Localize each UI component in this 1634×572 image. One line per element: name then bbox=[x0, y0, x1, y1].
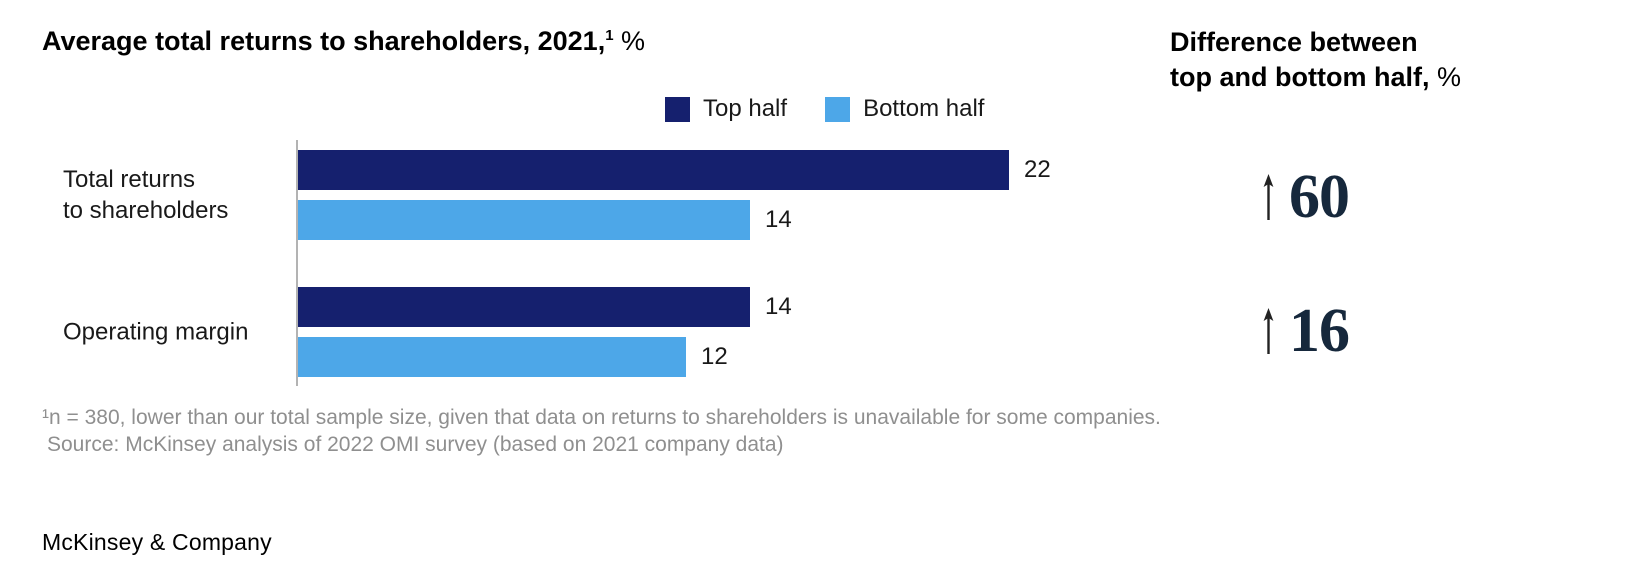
difference-value: 60 bbox=[1289, 163, 1350, 231]
mckinsey-wordmark: McKinsey & Company bbox=[42, 529, 272, 555]
bar-top-half-group1 bbox=[298, 150, 1009, 190]
difference-stat: 16 bbox=[1262, 297, 1350, 365]
difference-title-line1: Difference between bbox=[1170, 27, 1418, 57]
title-footnote-marker: 1 bbox=[605, 27, 614, 44]
difference-title-line2: top and bottom half, bbox=[1170, 62, 1430, 92]
title-unit: % bbox=[613, 26, 646, 56]
category-label: Total returns to shareholders bbox=[63, 166, 229, 224]
page-title: Average total returns to shareholders, 2… bbox=[42, 26, 645, 57]
legend-swatch-icon bbox=[665, 96, 690, 122]
bar-top-half-group2 bbox=[298, 287, 750, 327]
bar-value-label: 12 bbox=[701, 343, 728, 370]
legend-swatch-icon bbox=[825, 96, 851, 122]
difference-title: Difference between top and bottom half, … bbox=[1170, 25, 1461, 95]
legend-item-bottom-half: Bottom half bbox=[825, 95, 984, 123]
legend-label: Bottom half bbox=[863, 95, 985, 122]
title-text: Average total returns to shareholders, 2… bbox=[42, 26, 606, 56]
up-arrow-icon bbox=[1263, 308, 1274, 354]
bar-value-label: 14 bbox=[765, 293, 792, 320]
up-arrow-icon bbox=[1263, 174, 1274, 220]
legend-item-top-half: Top half bbox=[665, 95, 787, 123]
difference-stat: 60 bbox=[1262, 163, 1350, 231]
bar-value-label: 22 bbox=[1024, 156, 1051, 183]
legend-label: Top half bbox=[703, 95, 788, 122]
category-label: Operating margin bbox=[63, 318, 249, 346]
bar-value-label: 14 bbox=[765, 206, 792, 233]
bar-bottom-half-group1 bbox=[298, 200, 750, 240]
bar-bottom-half-group2 bbox=[298, 337, 686, 377]
axis-baseline bbox=[296, 140, 298, 386]
difference-title-unit: % bbox=[1429, 62, 1461, 92]
difference-value: 16 bbox=[1289, 297, 1350, 365]
footnotes: ¹n = 380, lower than our total sample si… bbox=[42, 404, 1161, 458]
source-line: Source: McKinsey analysis of 2022 OMI su… bbox=[47, 433, 784, 456]
legend: Top half Bottom half bbox=[665, 95, 984, 123]
footnote-line: ¹n = 380, lower than our total sample si… bbox=[42, 406, 1161, 429]
